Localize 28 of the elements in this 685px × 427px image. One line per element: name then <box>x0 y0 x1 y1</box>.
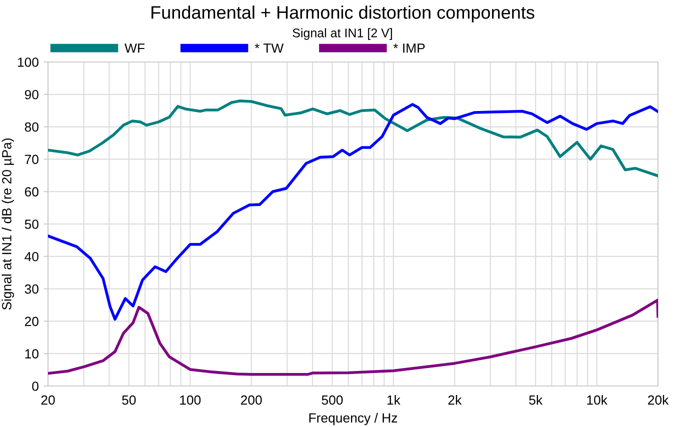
x-tick-label: 10k <box>587 395 608 405</box>
x-axis-title: Frequency / Hz <box>309 412 398 426</box>
y-tick-label: 60 <box>24 187 38 197</box>
x-tick-label: 20k <box>648 395 669 405</box>
x-tick-label: 20 <box>41 395 55 405</box>
chart-subtitle: Signal at IN1 [2 V] <box>292 28 392 40</box>
x-tick-label: 200 <box>240 395 262 405</box>
x-tick-label: 2k <box>448 395 462 405</box>
y-tick-label: 10 <box>25 349 38 359</box>
y-axis-title: Signal at IN1 / dB (re 20 µPa) <box>2 138 14 310</box>
y-tick-label: 80 <box>24 122 38 132</box>
x-tick-label: 1k <box>387 395 400 405</box>
y-tick-label: 20 <box>24 316 38 326</box>
y-tick-label: 70 <box>24 154 38 164</box>
y-tick-label: 30 <box>24 284 38 294</box>
x-tick-label: 500 <box>322 395 343 405</box>
y-tick-label: 90 <box>24 90 38 100</box>
chart-title: Fundamental + Harmonic distortion components <box>152 6 534 22</box>
legend-label: * TW <box>254 44 284 53</box>
y-tick-label: 40 <box>24 252 38 262</box>
y-tick-label: 50 <box>24 220 38 229</box>
x-tick-label: 50 <box>122 395 136 405</box>
legend-label: WF <box>124 44 145 53</box>
y-tick-label: 0 <box>32 382 38 391</box>
legend-label: * IMP <box>393 44 425 53</box>
y-tick-label: 100 <box>18 58 38 67</box>
x-tick-label: 100 <box>180 395 201 405</box>
x-tick-label: 5k <box>529 395 543 405</box>
